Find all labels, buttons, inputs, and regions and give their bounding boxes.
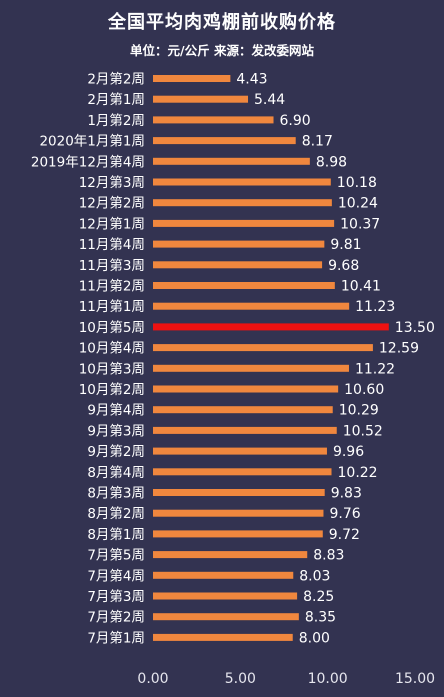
- data-label: 13.50: [395, 320, 435, 336]
- category-label: 10月第3周: [79, 360, 145, 377]
- category-label: 8月第3周: [87, 485, 145, 502]
- x-tick-label: 0.00: [137, 671, 168, 687]
- data-label: 10.41: [341, 279, 381, 295]
- data-label: 9.72: [329, 527, 360, 543]
- bar: [153, 137, 296, 145]
- category-label: 9月第2周: [87, 443, 145, 460]
- data-label: 8.00: [299, 630, 330, 646]
- data-label: 8.25: [303, 589, 334, 605]
- category-label: 2月第1周: [87, 91, 145, 108]
- category-label: 7月第2周: [87, 609, 145, 626]
- bar: [153, 509, 324, 517]
- data-label: 10.22: [338, 465, 378, 481]
- x-tick-label: 10.00: [308, 671, 348, 687]
- data-label: 5.44: [254, 92, 285, 108]
- data-label: 9.76: [329, 506, 360, 522]
- category-label: 9月第3周: [87, 422, 145, 439]
- data-label: 9.81: [330, 237, 361, 253]
- data-label: 10.37: [340, 216, 380, 232]
- category-label: 2月第2周: [87, 71, 145, 88]
- bar: [153, 75, 231, 82]
- bar: [153, 530, 323, 538]
- x-tick-label: 5.00: [225, 671, 256, 687]
- bar: [153, 447, 327, 455]
- data-label: 9.96: [333, 444, 364, 460]
- bar: [153, 571, 294, 579]
- data-label: 10.18: [337, 175, 377, 191]
- bar: [153, 551, 308, 559]
- data-label: 10.60: [344, 382, 384, 398]
- data-label: 8.17: [302, 134, 333, 150]
- data-label: 12.59: [379, 341, 419, 357]
- category-label: 11月第4周: [79, 236, 145, 253]
- category-label: 7月第1周: [87, 629, 145, 646]
- data-label: 8.83: [313, 548, 344, 564]
- data-label: 9.83: [331, 486, 362, 502]
- data-label: 8.03: [299, 568, 330, 584]
- bar: [153, 468, 332, 476]
- category-label: 7月第5周: [87, 547, 145, 564]
- bar: [153, 613, 299, 621]
- category-label: 2020年1月第1周: [39, 133, 145, 150]
- bar: [153, 406, 333, 414]
- bar: [153, 282, 335, 289]
- bar: [153, 261, 323, 269]
- bar: [153, 240, 325, 248]
- data-label: 6.90: [280, 113, 311, 129]
- bar: [153, 385, 339, 393]
- bar: [153, 157, 310, 165]
- category-label: 10月第5周: [79, 319, 145, 336]
- bar: [153, 364, 349, 372]
- x-tick-label: 15.00: [395, 671, 435, 687]
- bar: [153, 633, 293, 641]
- bar: [153, 116, 274, 124]
- category-label: 12月第1周: [79, 215, 145, 232]
- category-label: 7月第4周: [87, 567, 145, 584]
- data-label: 4.43: [236, 72, 267, 88]
- category-label: 11月第3周: [79, 257, 145, 274]
- data-label: 10.29: [339, 403, 379, 419]
- bar: [153, 219, 335, 227]
- data-label: 10.24: [338, 196, 378, 212]
- bar: [153, 344, 373, 352]
- data-label: 9.68: [328, 258, 359, 274]
- bar: [153, 489, 325, 496]
- category-label: 11月第1周: [79, 298, 145, 315]
- data-label: 8.98: [316, 154, 347, 170]
- chart-title: 全国平均肉鸡棚前收购价格: [108, 12, 336, 33]
- bar: [153, 426, 337, 434]
- bar-highlighted: [153, 323, 389, 331]
- bar: [153, 302, 350, 310]
- data-label: 10.52: [343, 423, 383, 439]
- category-label: 8月第2周: [87, 505, 145, 522]
- category-label: 12月第3周: [79, 174, 145, 191]
- data-label: 11.23: [355, 299, 395, 315]
- category-label: 8月第4周: [87, 464, 145, 481]
- category-label: 10月第4周: [79, 340, 145, 357]
- category-label: 12月第2周: [79, 195, 145, 212]
- data-label: 8.35: [305, 610, 336, 626]
- chart-subtitle: 单位：元/公斤 来源：发改委网站: [130, 43, 314, 58]
- category-label: 8月第1周: [87, 526, 145, 543]
- category-label: 11月第2周: [79, 278, 145, 295]
- data-label: 11.22: [355, 361, 395, 377]
- bar: [153, 95, 249, 103]
- category-label: 10月第2周: [79, 381, 145, 398]
- bar: [153, 178, 331, 186]
- bar: [153, 592, 298, 600]
- category-label: 1月第2周: [87, 112, 145, 129]
- category-label: 2019年12月第4周: [31, 153, 145, 170]
- category-label: 9月第4周: [87, 402, 145, 419]
- category-label: 7月第3周: [87, 588, 145, 605]
- bar: [153, 199, 332, 207]
